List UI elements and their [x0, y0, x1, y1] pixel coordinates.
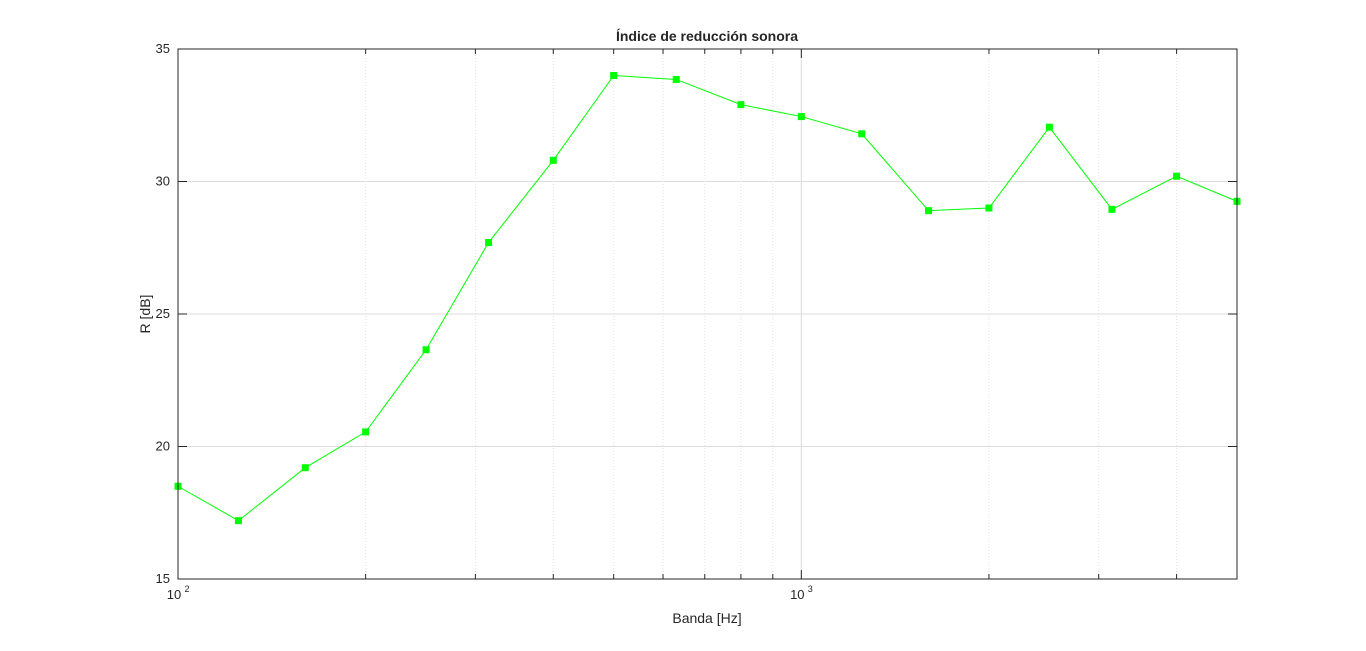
- y-tick-label: 35: [156, 41, 170, 56]
- data-point-marker: [797, 113, 805, 121]
- data-point-marker: [362, 428, 370, 436]
- y-axis-label: R [dB]: [137, 295, 153, 334]
- y-tick-label: 15: [156, 571, 170, 586]
- data-point-marker: [858, 130, 866, 138]
- data-point-marker: [1173, 172, 1181, 180]
- data-point-marker: [1045, 123, 1053, 131]
- data-point-marker: [549, 156, 557, 164]
- data-point-marker: [985, 204, 993, 212]
- data-point-marker: [737, 101, 745, 109]
- y-tick-label: 30: [156, 174, 170, 189]
- x-tick-label-exponent: 2: [184, 584, 189, 594]
- data-point-marker: [301, 464, 309, 472]
- x-tick-label: 10: [790, 587, 804, 602]
- data-point-marker: [610, 72, 618, 79]
- data-point-marker: [234, 517, 242, 525]
- data-point-marker: [422, 346, 430, 354]
- y-tick-label: 25: [156, 306, 170, 321]
- data-point-marker: [925, 207, 933, 215]
- data-point-marker: [1108, 205, 1116, 213]
- chart-title: Índice de reducción sonora: [616, 28, 798, 44]
- series-line: [177, 74, 1238, 522]
- grid: [178, 49, 1237, 579]
- x-tick-label-exponent: 3: [808, 584, 813, 594]
- x-axis-label: Banda [Hz]: [672, 610, 741, 626]
- y-tick-label: 20: [156, 439, 170, 454]
- data-point-marker: [672, 75, 680, 83]
- x-tick-label: 10: [167, 587, 181, 602]
- data-point-marker: [485, 238, 493, 246]
